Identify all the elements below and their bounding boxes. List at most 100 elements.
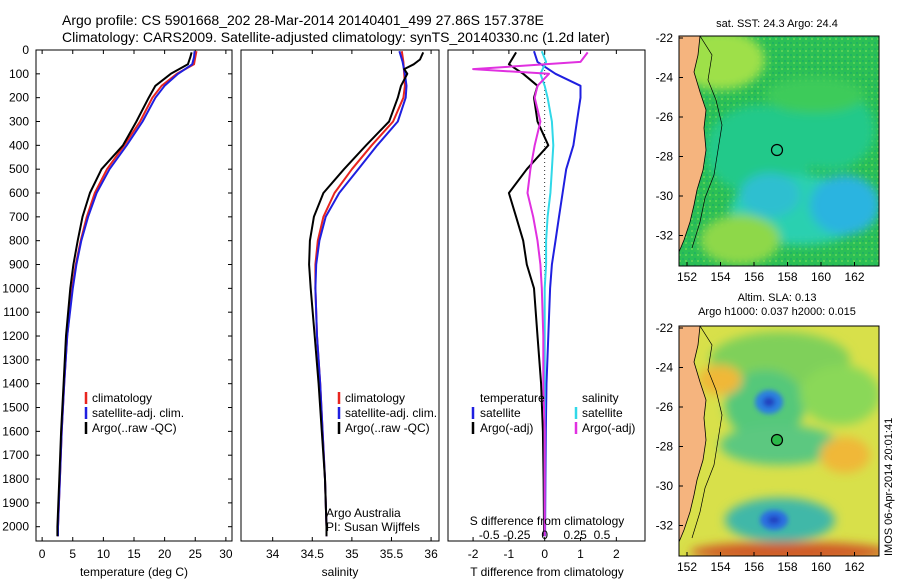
depth-tick-label: 1200 [2, 329, 29, 343]
isobath [691, 36, 723, 249]
argo-float-marker [770, 433, 784, 447]
sst-map-axes: 152 154 156 158 160 162 -22 -24 -26 -28 -30 -32 [656, 31, 865, 284]
depth-tick-label: 1400 [2, 377, 29, 391]
map-lon-label: 158 [777, 270, 797, 284]
salinity-lines [308, 50, 425, 537]
depth-tick-label: 2000 [2, 520, 29, 534]
depth-tick-label: 1300 [2, 353, 29, 367]
depth-tick-label: 900 [9, 258, 29, 272]
map-lat-label: -22 [656, 31, 674, 45]
depth-tick-label: 800 [9, 234, 29, 248]
difference-lines [472, 50, 589, 537]
x-tick-label: 1 [577, 547, 584, 561]
sla-map-title1: Altim. SLA: 0.13 [738, 292, 817, 304]
depth-tick-label: 1000 [2, 281, 29, 295]
series-line-temperature-satellite [533, 50, 582, 537]
legend-label-climatology: climatology [345, 391, 405, 405]
depth-tick-label: 1700 [2, 448, 29, 462]
map-lon-label: 160 [811, 560, 831, 574]
map-lon-label: 152 [677, 560, 697, 574]
map-lat-label: -30 [656, 479, 674, 493]
temperature-legend: climatology satellite-adj. clim. Argo(..… [84, 391, 184, 435]
land-mass [679, 36, 707, 253]
salinity-x-axis: 34 34.5 35 35.5 36 [266, 50, 438, 561]
temperature-panel: 0100200300400500600700800900100011001200… [2, 43, 645, 579]
x-tick-label: 34 [266, 547, 280, 561]
salinity-axes-frame [240, 49, 440, 542]
depth-tick-label: 300 [9, 115, 29, 129]
legend-title-salinity: salinity [582, 391, 619, 405]
isobath [691, 326, 723, 539]
s-tick-label: 0.5 [594, 528, 611, 542]
x-tick-label: 34.5 [301, 547, 325, 561]
map-lon-label: 162 [844, 270, 864, 284]
s-tick-label: 0.25 [563, 528, 587, 542]
x-tick-label: 10 [97, 547, 111, 561]
sst-map: sat. SST: 24.3 Argo: 24.4 152 154 156 158 16… [656, 18, 880, 284]
map-lat-label: -30 [656, 189, 674, 203]
s-difference-xlabel: S difference from climatology [470, 514, 625, 528]
x-tick-label: 0 [541, 547, 548, 561]
credit-line2: PI: Susan Wijffels [326, 520, 420, 534]
legend-label-temp-argo: Argo(-adj) [480, 421, 533, 435]
map-lat-label: -26 [656, 400, 674, 414]
series-line-argo [56, 52, 193, 537]
sla-map-axes: 152 154 156 158 160 162 -22 -24 -26 -28 -30 -32 [656, 321, 865, 574]
x-tick-label: 25 [189, 547, 203, 561]
map-lon-label: 160 [811, 270, 831, 284]
map-lon-label: 156 [744, 560, 764, 574]
legend-label-climatology: climatology [92, 391, 152, 405]
sst-map-title: sat. SST: 24.3 Argo: 24.4 [716, 18, 838, 30]
legend-label-argo: Argo(..raw -QC) [92, 421, 177, 435]
map-lat-label: -24 [656, 361, 674, 375]
temperature-x-axis: 0 5 10 15 20 25 30 [39, 50, 233, 561]
legend-label-satellite: satellite-adj. clim. [92, 406, 184, 420]
map-lon-label: 154 [710, 270, 730, 284]
land-mass [679, 326, 707, 543]
difference-x-axis: -2 -1 0 1 2 [468, 50, 620, 561]
s-tick-label: -0.25 [503, 528, 531, 542]
x-tick-label: 5 [69, 547, 76, 561]
legend-label-argo: Argo(..raw -QC) [345, 421, 430, 435]
temperature-xlabel: temperature (deg C) [80, 565, 188, 579]
legend-label-satellite: satellite-adj. clim. [345, 406, 437, 420]
sla-map-image [679, 326, 879, 556]
x-tick-label: 20 [158, 547, 172, 561]
depth-tick-label: 1800 [2, 472, 29, 486]
temperature-lines [56, 51, 198, 537]
map-lon-label: 162 [844, 560, 864, 574]
temperature-axes-frame [35, 49, 233, 542]
depth-tick-label: 1100 [3, 305, 29, 319]
figure-title-line1: Argo profile: CS 5901668_202 28-Mar-2014… [62, 12, 544, 28]
series-line-salinity-argo-adj- [472, 51, 589, 537]
argo-float-marker [770, 143, 784, 157]
x-tick-label: 0 [39, 547, 46, 561]
credit-line1: Argo Australia [326, 506, 401, 520]
map-lat-label: -26 [656, 110, 674, 124]
t-difference-xlabel: T difference from climatology [470, 565, 624, 579]
x-tick-label: 35.5 [380, 547, 404, 561]
x-tick-label: -2 [468, 547, 479, 561]
s-tick-label: -0.5 [479, 528, 500, 542]
map-lon-label: 152 [677, 270, 697, 284]
map-lon-label: 154 [710, 560, 730, 574]
x-tick-label: 36 [424, 547, 438, 561]
legend-label-temp-satellite: satellite [480, 406, 521, 420]
map-lon-label: 158 [777, 560, 797, 574]
depth-tick-label: 0 [22, 43, 29, 57]
salinity-xlabel: salinity [322, 565, 359, 579]
depth-tick-label: 100 [9, 67, 29, 81]
x-tick-label: 15 [127, 547, 141, 561]
map-lat-label: -28 [656, 150, 674, 164]
x-tick-label: 2 [613, 547, 620, 561]
map-lon-label: 156 [744, 270, 764, 284]
figure-title-line2: Climatology: CARS2009. Satellite-adjuste… [62, 29, 610, 45]
legend-title-temperature: temperature [480, 391, 545, 405]
difference-panel: -2 -1 0 1 2 temperature salinity satellite A… [447, 49, 646, 579]
map-lat-label: -28 [656, 440, 674, 454]
depth-tick-label: 700 [9, 210, 29, 224]
difference-axes-frame [447, 49, 646, 542]
x-tick-label: 30 [219, 547, 233, 561]
map-lat-label: -22 [656, 321, 674, 335]
